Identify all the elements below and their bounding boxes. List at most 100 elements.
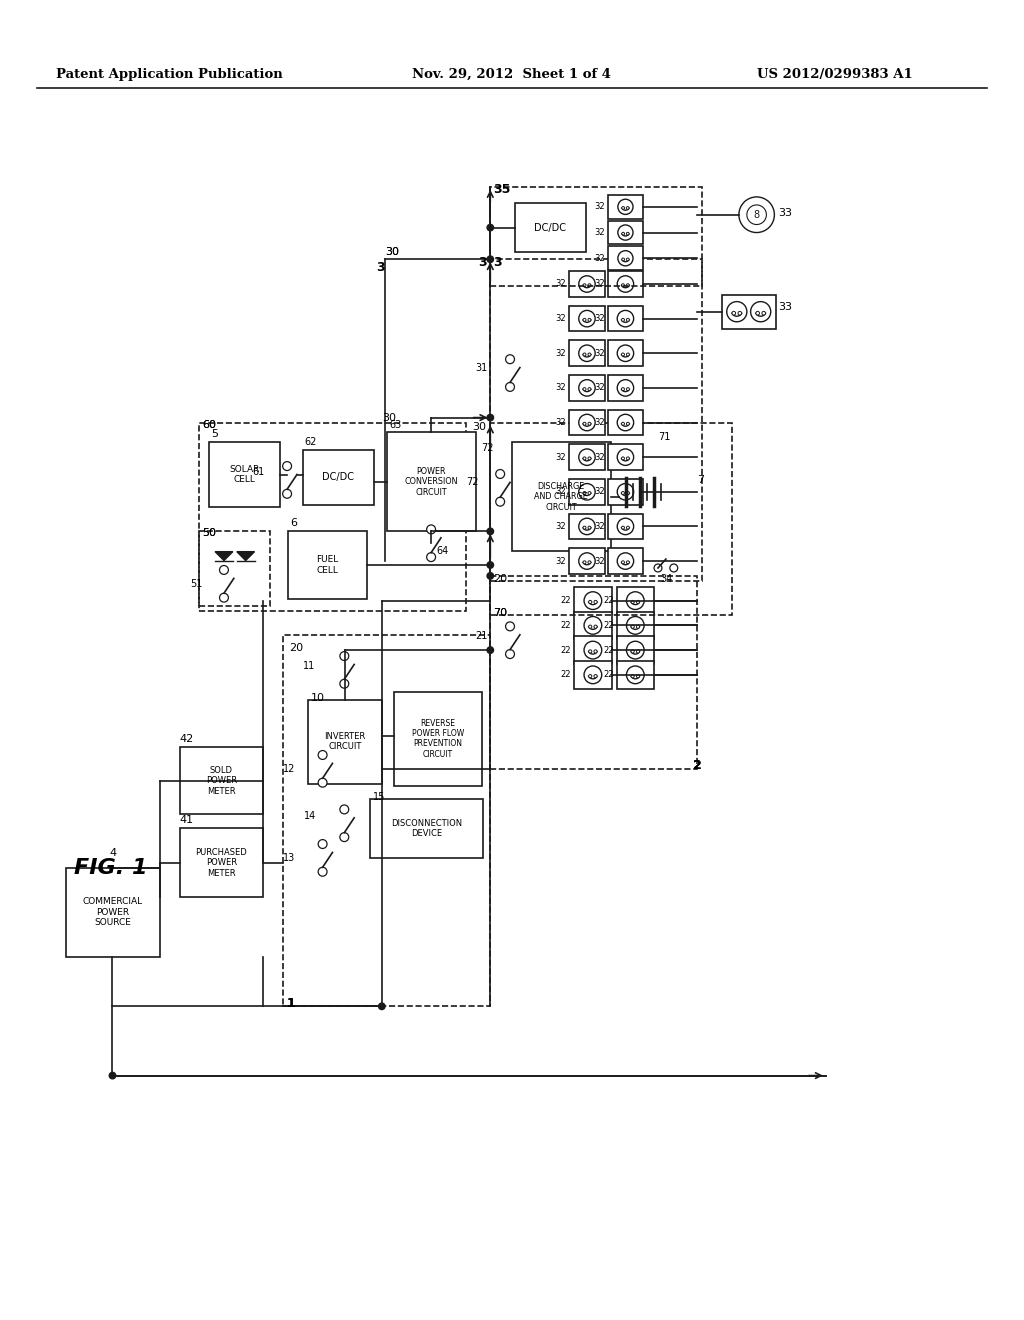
Bar bbox=[607, 195, 643, 219]
Circle shape bbox=[486, 647, 495, 655]
Text: 32: 32 bbox=[594, 418, 605, 428]
Circle shape bbox=[283, 490, 292, 498]
Bar bbox=[574, 636, 611, 664]
Circle shape bbox=[617, 519, 634, 535]
Circle shape bbox=[486, 223, 495, 231]
Circle shape bbox=[486, 561, 495, 569]
Circle shape bbox=[219, 593, 228, 602]
Circle shape bbox=[627, 422, 630, 425]
Text: 1: 1 bbox=[286, 997, 295, 1010]
Circle shape bbox=[594, 649, 597, 653]
Text: 7: 7 bbox=[697, 475, 705, 484]
Text: 22: 22 bbox=[603, 645, 613, 655]
Circle shape bbox=[627, 527, 630, 529]
Circle shape bbox=[506, 355, 514, 363]
Text: 32: 32 bbox=[594, 253, 605, 263]
Text: 32: 32 bbox=[594, 487, 605, 496]
Text: REVERSE
POWER FLOW
PREVENTION
CIRCUIT: REVERSE POWER FLOW PREVENTION CIRCUIT bbox=[412, 718, 464, 759]
Circle shape bbox=[588, 527, 591, 529]
Circle shape bbox=[583, 561, 586, 564]
Circle shape bbox=[617, 276, 634, 292]
Text: 4: 4 bbox=[110, 847, 117, 858]
Bar bbox=[569, 271, 605, 297]
Circle shape bbox=[627, 284, 630, 286]
Circle shape bbox=[588, 561, 591, 564]
Bar bbox=[288, 532, 367, 599]
Circle shape bbox=[631, 649, 634, 653]
Circle shape bbox=[627, 257, 629, 261]
Text: 70: 70 bbox=[494, 607, 507, 618]
Bar bbox=[209, 442, 281, 507]
Circle shape bbox=[631, 675, 634, 677]
Circle shape bbox=[627, 232, 629, 235]
Circle shape bbox=[627, 642, 644, 659]
Bar bbox=[607, 306, 643, 331]
Circle shape bbox=[486, 528, 495, 536]
Circle shape bbox=[622, 232, 625, 235]
Bar bbox=[569, 375, 605, 401]
Text: 32: 32 bbox=[594, 202, 605, 211]
Bar bbox=[308, 700, 382, 784]
Text: 2: 2 bbox=[692, 759, 701, 772]
Circle shape bbox=[588, 352, 591, 356]
Bar bbox=[607, 548, 643, 574]
Text: 61: 61 bbox=[252, 467, 264, 477]
Text: 60: 60 bbox=[203, 420, 216, 429]
Text: 32: 32 bbox=[556, 383, 566, 392]
Circle shape bbox=[583, 318, 586, 321]
Text: Patent Application Publication: Patent Application Publication bbox=[56, 67, 283, 81]
Circle shape bbox=[579, 380, 595, 396]
Text: 62: 62 bbox=[305, 437, 317, 447]
Text: 32: 32 bbox=[556, 418, 566, 428]
Text: 32: 32 bbox=[556, 521, 566, 531]
Text: 2: 2 bbox=[692, 759, 701, 772]
Bar bbox=[569, 306, 605, 331]
Text: 32: 32 bbox=[594, 383, 605, 392]
Circle shape bbox=[622, 284, 625, 286]
Circle shape bbox=[622, 257, 625, 261]
Bar bbox=[722, 294, 776, 329]
Text: INVERTER
CIRCUIT: INVERTER CIRCUIT bbox=[325, 731, 366, 751]
Circle shape bbox=[627, 616, 644, 634]
Text: 13: 13 bbox=[283, 853, 295, 863]
Bar bbox=[393, 692, 482, 785]
Text: 32: 32 bbox=[594, 314, 605, 323]
Circle shape bbox=[579, 483, 595, 500]
Circle shape bbox=[627, 561, 630, 564]
Circle shape bbox=[627, 352, 630, 356]
Circle shape bbox=[622, 561, 625, 564]
Bar bbox=[607, 445, 643, 470]
Bar bbox=[67, 867, 160, 957]
Text: 32: 32 bbox=[556, 557, 566, 565]
Bar bbox=[607, 513, 643, 540]
Text: 33: 33 bbox=[778, 302, 793, 312]
Text: 72: 72 bbox=[480, 444, 494, 453]
Circle shape bbox=[496, 498, 505, 506]
Bar bbox=[490, 576, 697, 768]
Circle shape bbox=[589, 675, 592, 677]
Bar bbox=[607, 220, 643, 244]
Circle shape bbox=[583, 527, 586, 529]
Circle shape bbox=[631, 601, 634, 603]
Circle shape bbox=[762, 312, 766, 315]
Text: 50: 50 bbox=[203, 528, 216, 539]
Circle shape bbox=[739, 197, 774, 232]
Circle shape bbox=[588, 388, 591, 391]
Text: 60: 60 bbox=[203, 420, 216, 429]
Bar bbox=[490, 259, 702, 581]
Text: 22: 22 bbox=[603, 671, 613, 680]
Polygon shape bbox=[215, 552, 232, 561]
Bar bbox=[569, 409, 605, 436]
Bar bbox=[370, 799, 483, 858]
Text: PURCHASED
POWER
METER: PURCHASED POWER METER bbox=[196, 847, 248, 878]
Text: 33: 33 bbox=[778, 207, 793, 218]
Bar bbox=[569, 445, 605, 470]
Circle shape bbox=[636, 649, 640, 653]
Bar bbox=[200, 422, 466, 611]
Circle shape bbox=[318, 751, 327, 759]
Bar bbox=[607, 271, 643, 297]
Circle shape bbox=[622, 352, 625, 356]
Circle shape bbox=[617, 199, 633, 214]
Text: 21: 21 bbox=[475, 631, 487, 642]
Circle shape bbox=[588, 457, 591, 459]
